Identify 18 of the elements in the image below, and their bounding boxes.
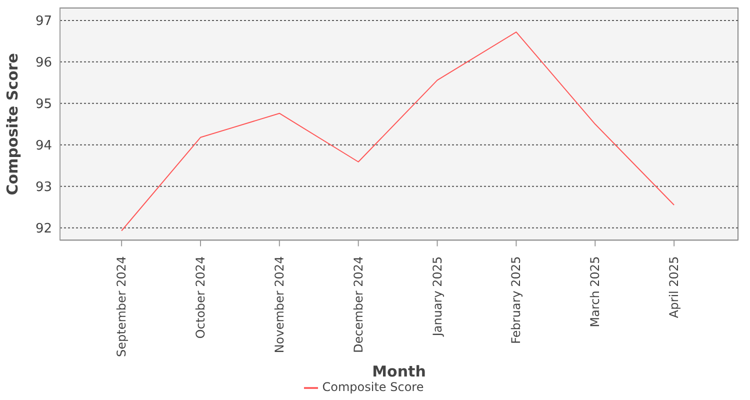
x-axis-title: Month xyxy=(372,362,426,380)
y-tick-label: 94 xyxy=(35,138,52,154)
x-tick-label: January 2025 xyxy=(430,256,444,338)
x-tick-label: April 2025 xyxy=(667,256,682,318)
x-tick-label: March 2025 xyxy=(588,256,602,328)
y-tick-label: 93 xyxy=(35,180,52,195)
x-tick-label: December 2024 xyxy=(351,256,366,353)
y-tick-label: 96 xyxy=(35,56,52,71)
y-tick-label: 97 xyxy=(35,14,52,30)
x-tick-label: September 2024 xyxy=(114,256,129,357)
y-tick-label: 95 xyxy=(35,97,52,112)
y-tick-label: 92 xyxy=(35,221,52,236)
line-series xyxy=(121,32,675,232)
x-tick-label: February 2025 xyxy=(509,256,524,344)
x-tick-label: November 2024 xyxy=(272,256,286,354)
x-tick-label: October 2024 xyxy=(193,256,208,339)
y-axis-title: Composite Score xyxy=(3,53,22,196)
legend-label: Composite Score xyxy=(322,380,424,394)
